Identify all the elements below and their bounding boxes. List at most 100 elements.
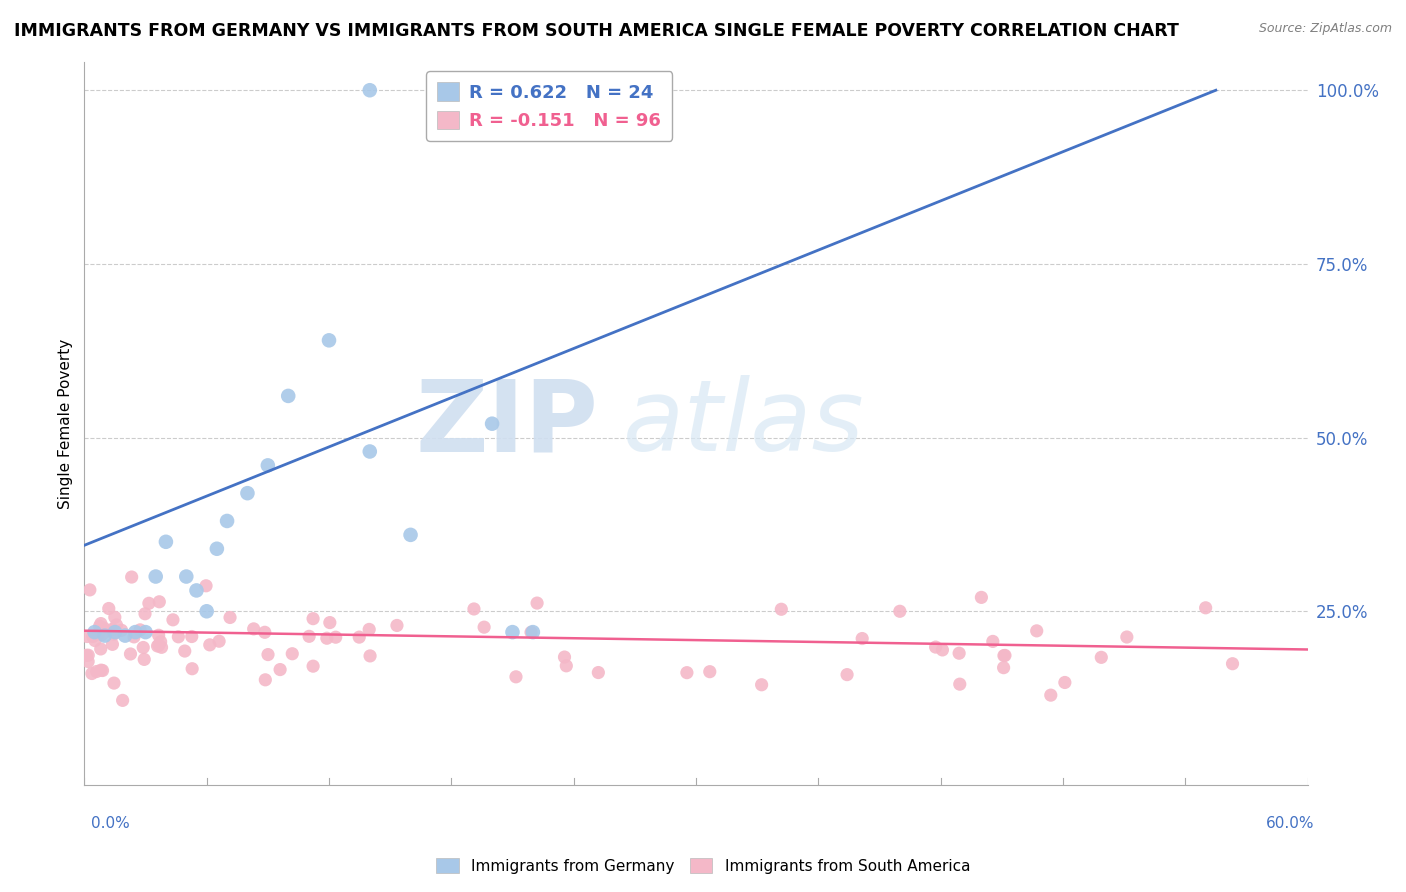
Point (148, 638, 170, 652)
Point (138, 596, 160, 610)
Point (472, 620, 495, 634)
Point (835, 667, 858, 681)
Point (676, 665, 699, 680)
Point (588, 665, 610, 680)
Point (195, 579, 218, 593)
Point (110, 624, 132, 638)
Point (949, 677, 972, 691)
Point (1090, 650, 1112, 665)
Point (120, 647, 142, 661)
Point (174, 569, 197, 583)
Point (167, 630, 190, 644)
Point (121, 570, 143, 584)
Point (1039, 688, 1062, 702)
Point (522, 625, 544, 640)
Point (148, 595, 170, 609)
Point (155, 534, 177, 549)
Point (993, 661, 1015, 675)
Point (325, 630, 347, 644)
Point (195, 604, 218, 618)
Point (146, 639, 169, 653)
Point (75, 648, 97, 663)
Point (236, 486, 259, 500)
Point (79, 582, 101, 597)
Point (89, 619, 111, 633)
Text: 60.0%: 60.0% (1267, 816, 1315, 831)
Point (505, 670, 527, 684)
Point (359, 83, 381, 97)
Text: Source: ZipAtlas.com: Source: ZipAtlas.com (1258, 22, 1392, 36)
Point (463, 602, 485, 616)
Point (359, 623, 381, 637)
Point (399, 528, 422, 542)
Point (83, 625, 105, 640)
Point (134, 652, 156, 666)
Point (101, 637, 124, 651)
Text: 0.0%: 0.0% (91, 816, 131, 831)
Point (277, 389, 299, 403)
Text: ZIP: ZIP (415, 376, 598, 472)
Point (219, 610, 242, 624)
Legend: Immigrants from Germany, Immigrants from South America: Immigrants from Germany, Immigrants from… (430, 852, 976, 880)
Point (124, 625, 146, 640)
Point (502, 625, 524, 640)
Point (970, 591, 993, 605)
Point (931, 643, 953, 657)
Point (114, 629, 136, 643)
Point (851, 632, 873, 646)
Point (555, 658, 578, 673)
Point (770, 602, 793, 616)
Point (90, 616, 112, 631)
Legend: R = 0.622   N = 24, R = -0.151   N = 96: R = 0.622 N = 24, R = -0.151 N = 96 (426, 71, 672, 141)
Point (319, 615, 342, 630)
Point (281, 647, 304, 661)
Point (145, 569, 167, 583)
Point (993, 648, 1015, 663)
Point (135, 625, 157, 640)
Point (253, 625, 276, 640)
Point (208, 634, 231, 648)
Point (93, 629, 115, 643)
Point (76, 630, 98, 644)
Point (298, 629, 321, 643)
Point (198, 638, 221, 652)
Point (97, 601, 120, 615)
Point (181, 662, 204, 676)
Point (103, 676, 125, 690)
Point (315, 632, 337, 646)
Point (162, 613, 184, 627)
Point (481, 417, 503, 431)
Point (180, 630, 202, 644)
Point (101, 622, 124, 636)
Point (242, 622, 264, 636)
Point (948, 646, 970, 660)
Text: IMMIGRANTS FROM GERMANY VS IMMIGRANTS FROM SOUTH AMERICA SINGLE FEMALE POVERTY C: IMMIGRANTS FROM GERMANY VS IMMIGRANTS FR… (14, 22, 1180, 40)
Point (302, 659, 325, 673)
Point (257, 648, 280, 662)
Point (149, 634, 172, 648)
Point (186, 583, 208, 598)
Point (90, 663, 112, 677)
Point (1195, 600, 1218, 615)
Point (129, 623, 152, 637)
Point (994, 648, 1017, 663)
Text: atlas: atlas (623, 376, 865, 472)
Point (93, 621, 115, 635)
Point (148, 628, 170, 642)
Point (91, 627, 114, 641)
Point (150, 640, 173, 655)
Point (254, 673, 277, 687)
Point (481, 83, 503, 97)
Point (104, 625, 127, 640)
Point (385, 618, 408, 632)
Point (87, 626, 110, 640)
Point (1222, 657, 1244, 671)
Point (553, 650, 575, 665)
Point (122, 630, 145, 644)
Y-axis label: Single Female Poverty: Single Female Poverty (58, 339, 73, 508)
Point (889, 604, 911, 618)
Point (359, 444, 381, 458)
Point (1053, 675, 1076, 690)
Point (1025, 624, 1047, 638)
Point (90, 642, 112, 657)
